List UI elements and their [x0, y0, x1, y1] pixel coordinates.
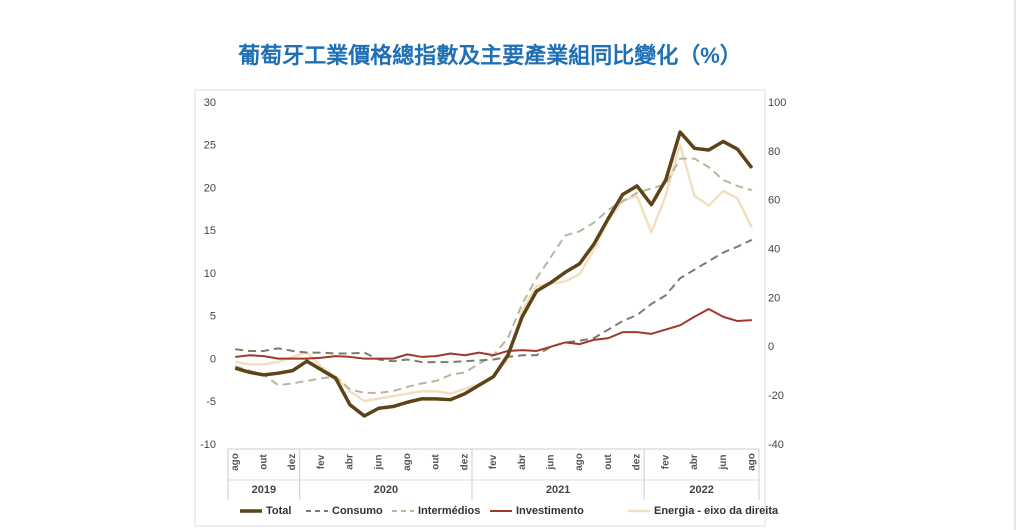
- y-tick-label: 0: [210, 353, 216, 365]
- x-tick-label: fev: [316, 454, 327, 469]
- y-tick-label: -5: [206, 396, 216, 408]
- y2-tick-label: 100: [768, 97, 786, 109]
- x-tick-label: ago: [574, 453, 585, 471]
- year-label: 2022: [689, 484, 713, 496]
- x-tick-label: jun: [718, 455, 729, 471]
- legend-label: Consumo: [332, 505, 383, 517]
- x-tick-label: ago: [402, 453, 413, 471]
- plot-frame: [194, 89, 766, 527]
- y2-tick-label: -20: [768, 390, 784, 402]
- x-tick-label: ago: [230, 453, 241, 471]
- y-tick-label: 5: [210, 311, 216, 323]
- x-tick-label: dez: [459, 454, 470, 471]
- y-tick-label: 30: [204, 97, 216, 109]
- y2-tick-label: 40: [768, 243, 780, 255]
- y-tick-label: -10: [200, 439, 216, 451]
- x-tick-label: jun: [546, 455, 557, 471]
- x-tick-label: fev: [660, 454, 671, 469]
- x-tick-label: abr: [517, 454, 528, 470]
- x-tick-label: fev: [488, 454, 499, 469]
- x-tick-label: jun: [373, 455, 384, 471]
- year-label: 2020: [374, 484, 398, 496]
- series-line: [235, 308, 752, 360]
- y-tick-label: 25: [204, 140, 216, 152]
- y-tick-label: 10: [204, 268, 216, 280]
- series-line: [234, 143, 753, 403]
- y2-tick-label: 20: [768, 292, 780, 304]
- year-label: 2019: [252, 484, 276, 496]
- y-tick-label: 20: [204, 182, 216, 194]
- x-tick-label: out: [603, 454, 614, 470]
- x-tick-label: out: [431, 454, 442, 470]
- legend-label: Investimento: [516, 505, 584, 517]
- legend-label: Intermédios: [418, 505, 480, 517]
- legend-label: Total: [266, 505, 291, 517]
- legend-label: Energia - eixo da direita: [654, 505, 779, 517]
- x-tick-label: dez: [632, 454, 643, 471]
- chart-title: 葡萄牙工業價格總指數及主要產業組同比變化（%）: [237, 43, 742, 68]
- y2-tick-label: -40: [768, 439, 784, 451]
- y2-tick-label: 0: [768, 341, 774, 353]
- y2-tick-label: 60: [768, 195, 780, 207]
- series-line: [234, 130, 754, 418]
- x-tick-label: out: [259, 454, 270, 470]
- x-tick-label: abr: [345, 454, 356, 470]
- y2-tick-label: 80: [768, 146, 780, 158]
- y-tick-label: 15: [204, 225, 216, 237]
- x-tick-label: ago: [746, 453, 757, 471]
- series-line: [235, 238, 753, 364]
- x-tick-label: abr: [689, 454, 700, 470]
- year-label: 2021: [546, 484, 570, 496]
- x-tick-label: dez: [287, 454, 298, 471]
